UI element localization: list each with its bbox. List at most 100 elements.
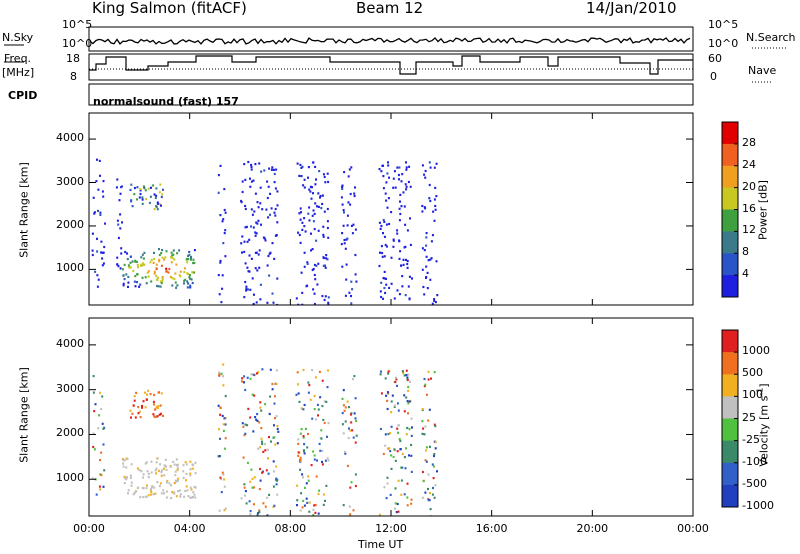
echo-cell [140,470,143,473]
echo-cell [163,492,166,495]
echo-cell [326,172,329,175]
echo-cell [323,298,326,302]
echo-cell [144,406,147,409]
echo-cell [267,216,270,219]
echo-cell [297,392,300,395]
velocity-colorbar-swatch [722,484,738,508]
echo-cell [244,423,247,426]
echo-cell [433,198,436,201]
echo-cell [397,431,399,434]
echo-cell [219,437,221,440]
echo-cell [308,510,311,513]
echo-cell [253,503,255,506]
echo-cell [429,199,432,203]
echo-cell [427,370,430,373]
echo-cell [428,161,431,164]
echo-cell [433,454,435,458]
echo-cell [307,432,309,436]
echo-cell [326,226,329,230]
power-colorbar [721,121,739,298]
echo-cell [171,277,174,280]
echo-cell [404,294,407,297]
echo-cell [138,469,141,472]
echo-cell [421,210,424,213]
echo-cell [154,492,157,495]
echo-cell [275,382,278,385]
echo-cell [251,477,254,480]
echo-cell [323,175,326,179]
echo-cell [353,194,356,198]
echo-cell [380,370,382,373]
echo-cell [422,285,425,289]
echo-cell [388,447,391,450]
echo-cell [92,391,95,394]
echo-cell [308,384,311,387]
echo-cell [168,268,171,271]
echo-cell [353,375,356,378]
echo-cell [401,173,404,176]
echo-cell [260,427,263,430]
echo-cell [397,173,400,177]
freq-tick-top: 18 [66,52,80,65]
echo-cell [136,467,139,470]
echo-cell [303,443,306,446]
echo-cell [219,413,222,416]
echo-cell [172,249,175,252]
echo-cell [262,502,265,505]
echo-cell [409,217,411,220]
echo-cell [431,234,434,237]
echo-cell [434,301,437,304]
echo-cell [431,302,434,305]
echo-cell [382,452,385,456]
echo-cell [310,464,313,467]
echo-cell [182,470,185,473]
echo-cell [350,302,353,305]
echo-cell [327,180,330,184]
x-tick-label: 04:00 [173,522,206,535]
echo-cell [346,214,349,217]
echo-cell [224,211,227,214]
echo-cell [186,489,189,492]
echo-cell [129,255,132,258]
echo-cell [138,285,141,288]
power-colorbar-tick-label: 28 [742,135,756,149]
echo-cell [399,193,402,196]
echo-cell [393,297,396,300]
echo-cell [116,219,119,222]
echo-cell [268,436,270,439]
x-tick-label: 00:00 [677,522,709,535]
echo-cell [165,270,168,273]
echo-cell [327,236,330,239]
echo-cell [396,502,399,506]
echo-cell [390,411,393,414]
echo-cell [379,290,382,293]
echo-cell [394,186,397,189]
echo-cell [310,197,313,200]
echo-cell [385,497,388,500]
echo-cell [154,408,157,411]
echo-cell [245,285,248,288]
echo-cell [297,454,300,457]
echo-cell [94,403,97,406]
echo-cell [401,466,404,469]
echo-cell [317,512,320,515]
echo-cell [350,294,352,298]
echo-cell [131,205,134,208]
power-colorbar-swatch [722,122,738,145]
echo-cell [139,416,142,419]
echo-cell [248,254,251,257]
echo-cell [158,203,161,206]
echo-cell [317,408,320,411]
echo-cell [250,165,253,169]
echo-cell [223,208,226,212]
echo-cell [162,467,165,470]
velocity-colorbar-swatch [722,330,738,353]
echo-cell [98,159,101,162]
echo-cell [312,220,315,223]
echo-cell [241,235,244,238]
echo-cell [175,286,178,289]
echo-cell [243,494,246,497]
echo-cell [405,396,408,399]
echo-cell [321,202,324,206]
echo-cell [218,293,221,296]
